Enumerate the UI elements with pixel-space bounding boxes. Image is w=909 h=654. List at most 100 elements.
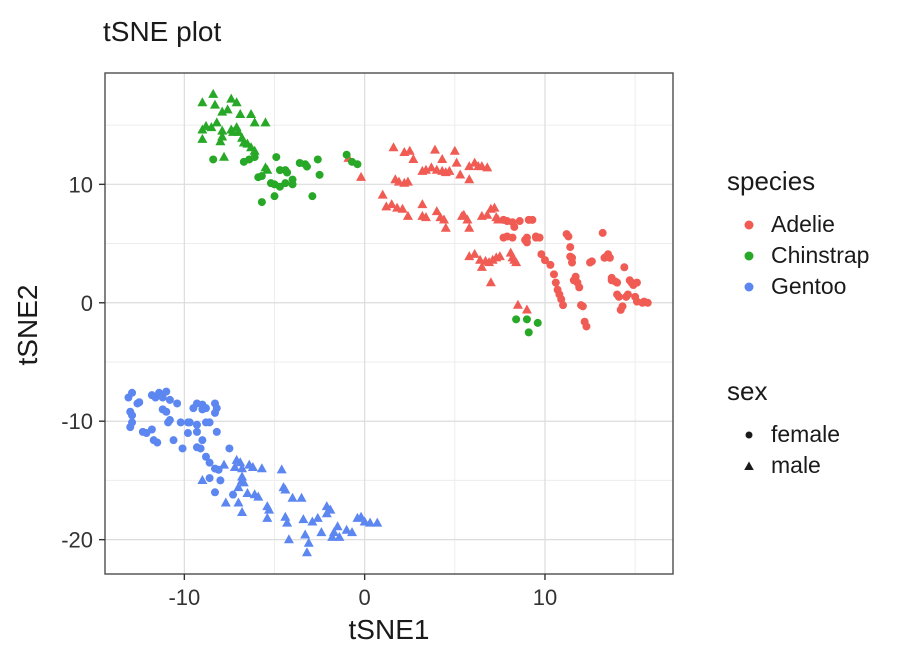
data-point <box>233 497 244 507</box>
data-point <box>402 176 413 186</box>
data-point <box>512 315 521 324</box>
data-point <box>216 476 225 485</box>
sex-legend-title: sex <box>727 376 768 406</box>
data-point <box>201 404 210 413</box>
data-point <box>126 423 135 432</box>
species-legend: species Adelie Chinstrap Gentoo <box>727 166 909 302</box>
data-point <box>300 529 311 539</box>
data-point <box>296 492 307 502</box>
data-point <box>325 504 336 514</box>
data-point <box>356 171 367 181</box>
data-point <box>464 251 475 261</box>
data-point <box>173 399 182 408</box>
data-point <box>210 488 219 497</box>
data-point <box>264 504 275 514</box>
data-point <box>540 256 549 265</box>
data-point <box>429 144 440 154</box>
female-circle-key-icon <box>745 431 753 438</box>
data-point <box>388 142 399 152</box>
data-point <box>455 169 466 179</box>
data-point <box>217 106 228 116</box>
y-tick-label: 10 <box>69 172 93 197</box>
data-point <box>482 162 493 172</box>
data-point <box>262 164 273 174</box>
data-point <box>158 393 167 402</box>
data-point <box>257 172 266 181</box>
data-point <box>521 304 532 314</box>
data-point <box>237 507 248 517</box>
data-point <box>192 427 201 436</box>
chinstrap-key-icon <box>744 251 754 260</box>
data-point <box>281 179 290 188</box>
data-point <box>632 278 641 287</box>
data-point <box>327 531 338 541</box>
data-point <box>533 318 542 327</box>
data-point <box>386 199 397 209</box>
data-point <box>307 516 318 526</box>
series-adelie-male <box>343 142 532 314</box>
data-point <box>128 411 137 420</box>
data-point <box>623 290 632 299</box>
data-point <box>329 527 340 537</box>
data-point <box>249 117 260 127</box>
series-chinstrap-female <box>209 150 542 337</box>
data-point <box>566 243 575 252</box>
data-point <box>578 302 587 311</box>
data-point <box>247 462 258 472</box>
data-point <box>165 395 174 404</box>
data-point <box>464 161 475 171</box>
legend-item-chinstrap: Chinstrap <box>727 240 909 271</box>
data-point <box>438 214 449 224</box>
data-point <box>575 283 584 292</box>
data-point <box>217 125 228 135</box>
legend-label-male: male <box>771 452 821 478</box>
data-point <box>205 458 214 467</box>
data-point <box>205 474 214 483</box>
data-point <box>334 531 345 541</box>
data-point <box>242 488 253 498</box>
adelie-key-icon <box>744 220 754 229</box>
data-point <box>222 104 233 114</box>
legend-item-adelie: Adelie <box>727 209 909 240</box>
data-point <box>262 512 273 522</box>
data-point <box>431 206 442 216</box>
data-point <box>449 145 460 155</box>
data-point <box>196 444 205 453</box>
data-point <box>313 155 322 164</box>
data-point <box>620 263 629 272</box>
data-point <box>568 253 577 262</box>
data-point <box>233 482 244 492</box>
data-point <box>249 145 260 155</box>
data-point <box>211 117 222 127</box>
data-point <box>494 251 505 261</box>
data-point <box>176 418 185 427</box>
male-triangle-key-icon <box>744 461 754 470</box>
data-point <box>178 444 187 453</box>
legend-label-adelie: Adelie <box>771 211 835 237</box>
data-point <box>551 278 560 287</box>
y-tick-label: 0 <box>81 291 93 316</box>
data-point <box>522 238 531 247</box>
data-point <box>614 292 623 301</box>
data-point <box>135 398 144 407</box>
data-point <box>546 260 555 269</box>
data-point <box>613 278 622 287</box>
data-point <box>282 517 293 527</box>
data-point <box>183 429 192 438</box>
data-point <box>270 192 279 201</box>
data-point <box>198 436 207 445</box>
data-point <box>302 162 311 171</box>
data-point <box>347 527 358 537</box>
data-point <box>231 97 242 107</box>
data-point <box>308 192 317 201</box>
data-point <box>524 328 533 337</box>
data-point <box>462 214 473 224</box>
data-point <box>162 387 171 396</box>
data-point <box>246 109 257 119</box>
data-point <box>451 157 462 167</box>
data-point <box>256 463 267 473</box>
data-point <box>312 512 323 522</box>
series-adelie-female <box>499 215 652 331</box>
data-point <box>162 407 171 416</box>
data-point <box>365 517 376 527</box>
